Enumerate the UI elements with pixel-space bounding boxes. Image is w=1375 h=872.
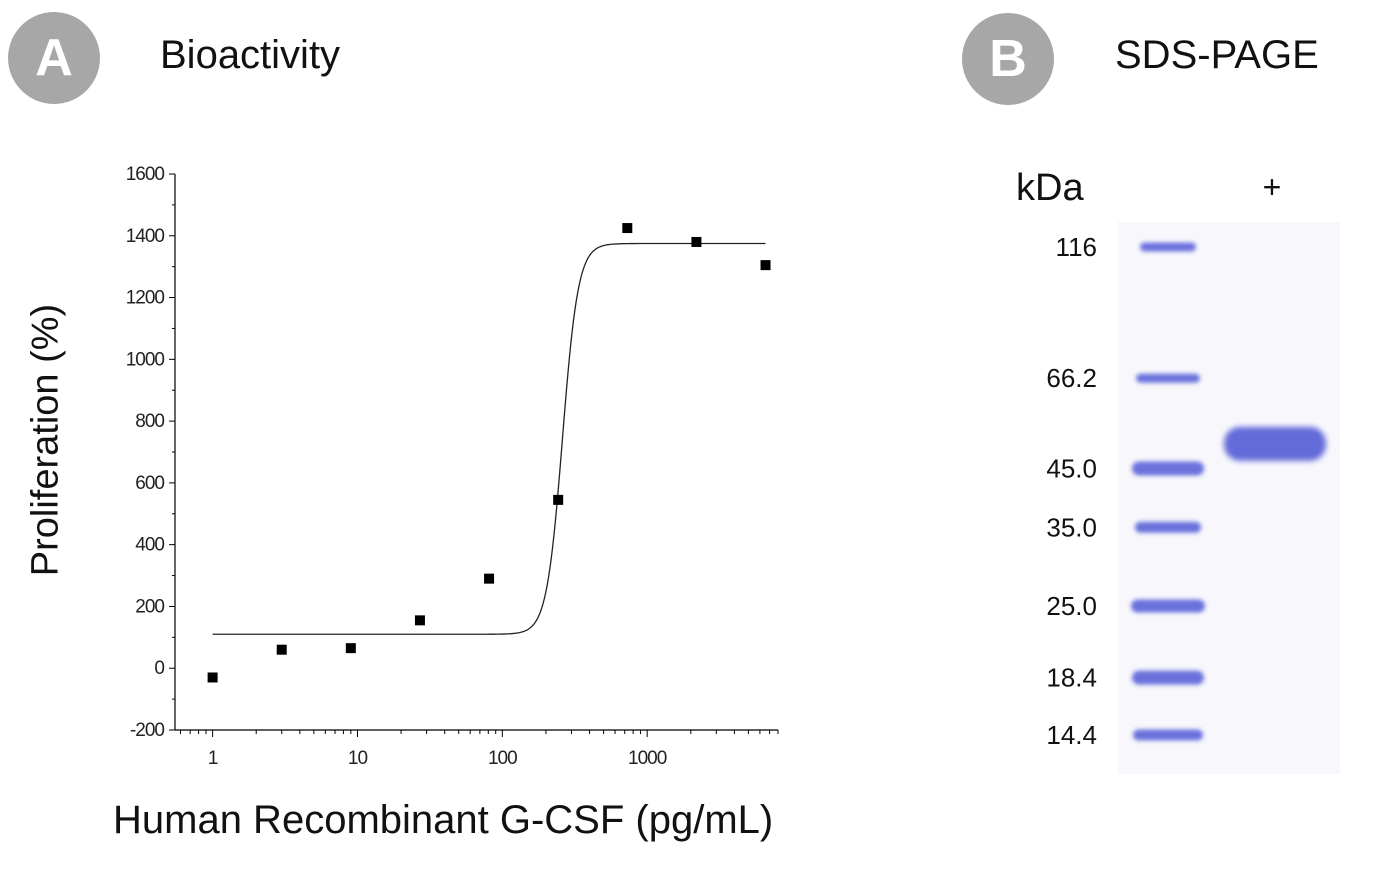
ladder-marker-label: 25.0 (1046, 591, 1097, 621)
ladder-marker-label: 18.4 (1046, 663, 1097, 693)
y-tick-label: 1000 (126, 349, 165, 370)
x-axis-label: Human Recombinant G-CSF (pg/mL) (113, 798, 774, 842)
ladder-band (1135, 521, 1201, 533)
ladder-band (1132, 670, 1204, 685)
data-point (691, 236, 702, 247)
data-point (207, 672, 218, 683)
ladder-band (1140, 242, 1196, 252)
y-tick-label: 200 (135, 596, 164, 617)
ladder-band (1132, 461, 1204, 476)
gel-background (1118, 222, 1340, 774)
ladder-band (1131, 599, 1205, 613)
panel-b-badge: B (962, 13, 1054, 105)
sample-band (1224, 426, 1326, 461)
y-tick-label: 0 (154, 658, 164, 679)
ladder-marker-label: 66.2 (1046, 363, 1097, 393)
x-tick-label: 100 (488, 748, 517, 769)
x-tick-label: 10 (348, 748, 368, 769)
x-tick-label: 1000 (628, 748, 667, 769)
x-tick-label: 1 (208, 748, 218, 769)
data-point (345, 643, 356, 654)
fit-curve (212, 242, 766, 635)
chart-title: Bioactivity (160, 33, 341, 77)
bioactivity-chart: -200 0 200 400 600 800 1000 1200 1400 1600 1 10 100 1… (126, 164, 779, 769)
y-tick-label: 400 (135, 535, 164, 556)
ladder-marker-label: 45.0 (1046, 453, 1097, 483)
y-axis-label: Proliferation (%) (24, 303, 67, 577)
y-tick-label: 1400 (126, 226, 165, 247)
ladder-marker-label: 35.0 (1046, 512, 1097, 542)
ladder-marker-label: 116 (1056, 232, 1097, 262)
y-tick-label: 800 (135, 411, 164, 432)
ladder-band (1133, 729, 1203, 741)
data-point (414, 615, 425, 626)
data-point (484, 573, 495, 584)
lane-label: + (1263, 169, 1282, 205)
y-tick-label: -200 (130, 720, 164, 741)
ladder-marker-label: 14.4 (1046, 720, 1097, 750)
data-point (760, 260, 771, 271)
sds-page-gel: kDa +116 66.2 45.0 35.0 25.0 18.4 14.4 (1016, 167, 1340, 774)
gel-title: SDS-PAGE (1115, 33, 1319, 77)
data-point (553, 494, 564, 505)
ladder-band (1136, 373, 1200, 383)
y-tick-label: 600 (135, 473, 164, 494)
unit-label: kDa (1016, 167, 1084, 209)
panel-a-badge: A (8, 12, 100, 104)
data-point (276, 644, 287, 655)
data-point (622, 223, 633, 234)
y-tick-label: 1200 (126, 288, 165, 309)
y-tick-label: 1600 (126, 164, 165, 185)
